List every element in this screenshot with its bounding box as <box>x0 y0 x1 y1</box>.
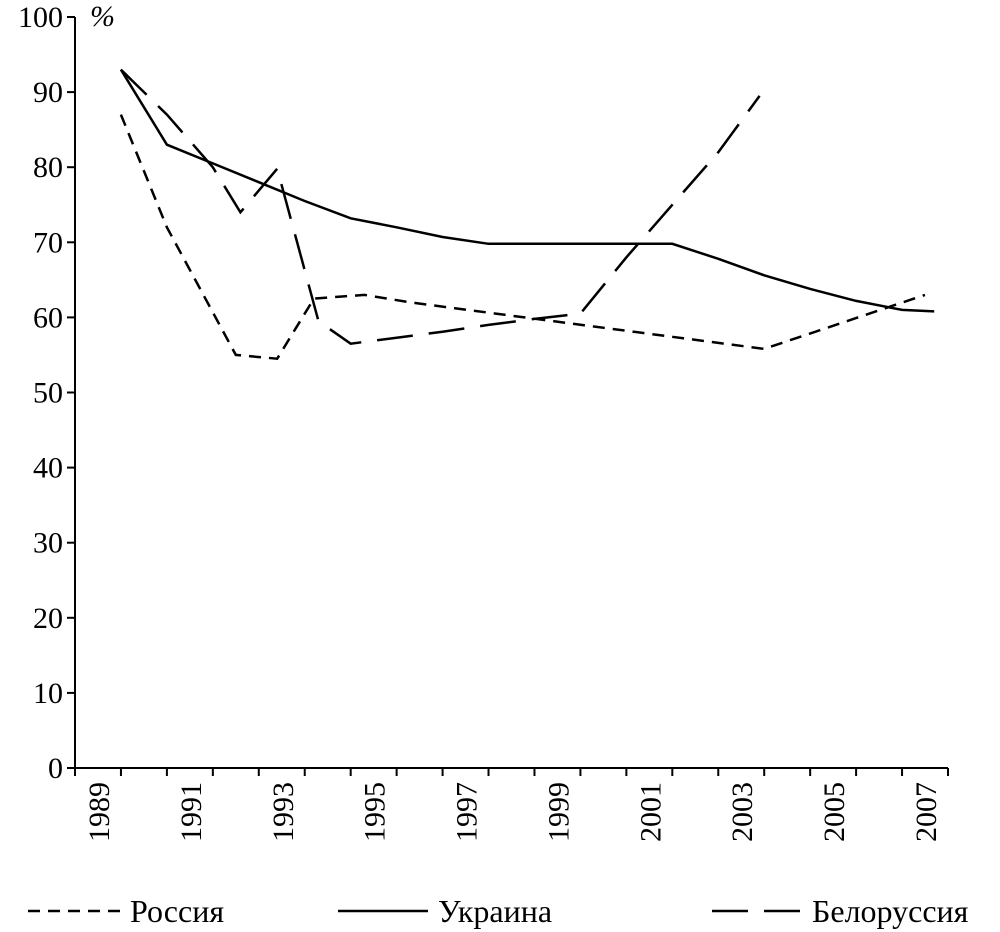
legend-label-belarus: Белоруссия <box>812 892 969 929</box>
x-tick-label: 1991 <box>175 782 208 842</box>
y-tick-label: 40 <box>33 452 63 485</box>
legend-item-russia: Россия <box>28 890 224 932</box>
x-tick-label: 1989 <box>83 782 116 842</box>
y-tick-label: 50 <box>33 377 63 410</box>
y-tick-label: 80 <box>33 151 63 184</box>
legend: Россия Украина Белоруссия <box>0 890 1000 932</box>
y-unit-label: % <box>90 0 115 33</box>
x-tick-label: 1993 <box>267 782 300 842</box>
y-axis-ticks: 0 10 20 30 40 50 60 70 80 90 100 <box>18 1 75 785</box>
y-tick-label: 90 <box>33 76 63 109</box>
series-lines <box>119 68 935 361</box>
legend-item-belarus: Белоруссия <box>712 890 968 932</box>
y-tick-label: 30 <box>33 527 63 560</box>
legend-label-ukraine: Украина <box>438 892 553 929</box>
x-tick-label: 2007 <box>910 782 943 842</box>
legend-label-russia: Россия <box>130 892 225 929</box>
x-tick-label: 2005 <box>818 782 851 842</box>
y-tick-label: 10 <box>33 677 63 710</box>
legend-swatch-long-dash <box>712 909 802 913</box>
legend-swatch-short-dash <box>28 909 120 913</box>
x-tick-label: 1995 <box>359 782 392 842</box>
y-tick-label: 60 <box>33 301 63 334</box>
axes <box>74 17 948 769</box>
x-tick-label: 1997 <box>451 782 484 842</box>
y-tick-label: 0 <box>48 752 63 785</box>
x-tick-label: 2003 <box>726 782 759 842</box>
y-tick-label: 70 <box>33 226 63 259</box>
series-line-solid <box>119 68 935 313</box>
y-tick-label: 100 <box>18 1 63 34</box>
series-line-long-dash <box>120 68 761 346</box>
legend-item-ukraine: Украина <box>338 890 552 932</box>
series-line-short-dash <box>119 114 926 361</box>
x-axis-ticks: 1989 1991 1993 1995 1997 1999 2001 2003 2005 2007 <box>74 768 949 842</box>
legend-swatch-solid <box>338 909 428 913</box>
y-tick-label: 20 <box>33 602 63 635</box>
x-tick-label: 2001 <box>634 782 667 842</box>
x-tick-label: 1999 <box>542 782 575 842</box>
